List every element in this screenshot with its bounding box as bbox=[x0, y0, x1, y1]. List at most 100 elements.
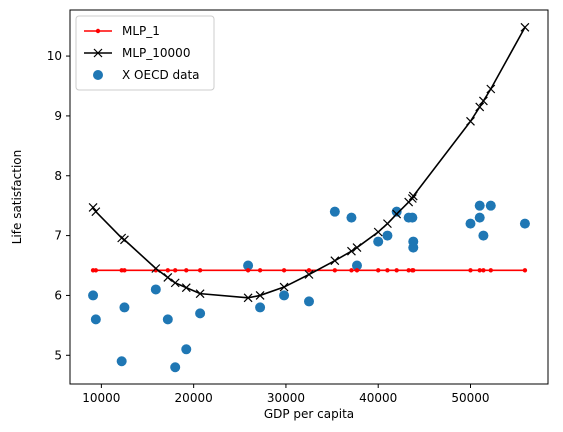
mlp-10000-point bbox=[347, 246, 356, 256]
mlp-10000-point bbox=[181, 283, 191, 293]
mlp-10000-point bbox=[373, 227, 383, 237]
legend-label: MLP_10000 bbox=[122, 46, 190, 60]
mlp-1-point bbox=[306, 268, 312, 273]
mlp-1-point bbox=[394, 268, 399, 273]
legend-box bbox=[75, 15, 215, 91]
x-oecd-data-series bbox=[88, 200, 530, 373]
mlp-1-point bbox=[245, 268, 251, 273]
x-oecd-data-point bbox=[391, 206, 402, 217]
mlp-10000-point bbox=[255, 291, 265, 300]
x-axis-label: GDP per capita bbox=[264, 407, 354, 421]
mlp-1-point bbox=[197, 268, 203, 273]
x-oecd-data-point bbox=[181, 344, 192, 355]
mlp-1-point bbox=[281, 268, 287, 273]
mlp-1-point bbox=[481, 268, 486, 273]
x-oecd-data-point bbox=[382, 230, 393, 241]
legend-item-mlp-1: MLP_1 bbox=[84, 24, 160, 38]
mlp-10000-point bbox=[151, 264, 161, 273]
mlp-1-point bbox=[411, 268, 416, 273]
x-oecd-data-point bbox=[407, 212, 418, 223]
mlp-10000-point bbox=[88, 203, 98, 212]
x-oecd-data-point bbox=[150, 284, 161, 295]
mlp-10000-point bbox=[163, 273, 173, 282]
plot-area bbox=[88, 22, 530, 373]
axes-frame bbox=[69, 9, 549, 385]
mlp-10000-point bbox=[478, 96, 488, 106]
mlp-1-point bbox=[522, 268, 528, 273]
mlp-10000-point bbox=[407, 194, 417, 203]
mlp-1-point bbox=[184, 268, 189, 273]
x-oecd-data-point bbox=[243, 260, 254, 271]
x-oecd-data-point bbox=[279, 290, 290, 301]
y-tick-label: 6 bbox=[54, 288, 62, 302]
mlp-1-point bbox=[93, 268, 99, 273]
legend-label: X OECD data bbox=[122, 68, 200, 82]
mlp-10000-point bbox=[279, 282, 289, 292]
mlp-10000-point bbox=[91, 207, 101, 217]
mlp-1-point bbox=[376, 268, 381, 273]
x-oecd-data-point bbox=[255, 302, 266, 313]
x-tick-label: 10000 bbox=[82, 391, 120, 405]
legend-label: MLP_1 bbox=[122, 24, 160, 38]
mlp-1-point bbox=[354, 268, 360, 273]
x-oecd-data-point bbox=[304, 296, 314, 307]
x-oecd-data-point bbox=[485, 200, 496, 211]
mlp-10000-point bbox=[408, 191, 418, 201]
legend-marker-swatch bbox=[93, 70, 103, 80]
x-oecd-data-point bbox=[90, 314, 101, 325]
legend-item-x-oecd-data: X OECD data bbox=[93, 68, 200, 82]
x-oecd-data-point bbox=[465, 218, 476, 229]
x-oecd-data-point bbox=[351, 260, 362, 271]
mlp-10000-point bbox=[120, 235, 129, 245]
mlp-10000-point bbox=[383, 219, 392, 229]
x-oecd-data-point bbox=[162, 314, 173, 325]
y-tick-label: 5 bbox=[54, 348, 62, 362]
mlp-1-point bbox=[468, 268, 473, 273]
legend-items: MLP_1 MLP_10000 X OECD data bbox=[84, 24, 200, 82]
mlp-1-point bbox=[165, 268, 171, 273]
mlp-10000-series bbox=[88, 22, 530, 303]
mlp-1-series bbox=[90, 268, 528, 273]
mlp-10000-point bbox=[195, 289, 205, 299]
x-oecd-data-point bbox=[478, 230, 489, 241]
x-oecd-data-point bbox=[408, 242, 419, 253]
mlp-1-point bbox=[349, 268, 354, 273]
x-tick-label: 50000 bbox=[451, 391, 489, 405]
mlp-1-point bbox=[257, 268, 263, 273]
x-oecd-data-point bbox=[88, 290, 99, 301]
x-oecd-data-point bbox=[329, 206, 340, 217]
mlp-10000-point bbox=[520, 22, 530, 32]
x-oecd-data-point bbox=[519, 218, 530, 229]
x-tick-label: 40000 bbox=[359, 391, 397, 405]
x-tick-label: 20000 bbox=[175, 391, 213, 405]
mlp-10000-point bbox=[352, 243, 362, 252]
y-tick-label: 10 bbox=[47, 49, 62, 63]
y-tick-label: 7 bbox=[54, 229, 62, 243]
x-oecd-data-point bbox=[195, 308, 206, 319]
x-oecd-data-point bbox=[474, 212, 485, 223]
mlp-1-point bbox=[172, 268, 178, 273]
x-oecd-data-point bbox=[373, 236, 384, 247]
x-tick-label: 30000 bbox=[267, 391, 305, 405]
legend-marker-swatch bbox=[95, 28, 101, 34]
mlp-10000-point bbox=[392, 209, 402, 219]
mlp-10000-point bbox=[170, 278, 180, 288]
mlp-1-point bbox=[385, 268, 390, 273]
mlp-10000-point bbox=[466, 116, 475, 126]
mlp-10000-point bbox=[304, 270, 314, 279]
mlp-10000-point bbox=[243, 293, 253, 303]
x-oecd-data-point bbox=[170, 362, 181, 373]
y-axis-label: Life satisfaction bbox=[10, 150, 24, 245]
x-oecd-data-point bbox=[119, 302, 130, 313]
mlp-1-point bbox=[477, 268, 482, 273]
mlp-1-point bbox=[332, 268, 338, 273]
y-tick-label: 8 bbox=[54, 169, 62, 183]
mlp-10000-point bbox=[330, 256, 340, 266]
axes-ticks: 10000 20000 30000 40000 50000 5 6 7 8 9 10 bbox=[47, 49, 490, 405]
mlp-1-point bbox=[406, 268, 411, 273]
y-tick-label: 9 bbox=[54, 109, 62, 123]
mlp-1-point bbox=[488, 268, 493, 273]
x-oecd-data-point bbox=[346, 212, 357, 223]
legend-item-mlp-10000: MLP_10000 bbox=[84, 46, 190, 60]
